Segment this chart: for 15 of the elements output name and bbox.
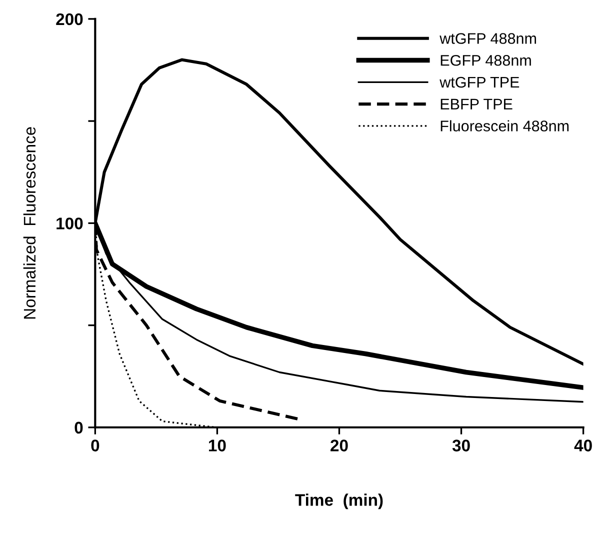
- legend-label: wtGFP TPE: [440, 76, 520, 88]
- legend-label: wtGFP 488nm: [440, 33, 536, 44]
- x-tick-label: 30: [452, 440, 470, 452]
- y-tick-label: 100: [56, 218, 83, 230]
- x-tick-label: 0: [91, 440, 100, 452]
- y-tick-label: 200: [56, 13, 83, 26]
- y-tick-label: 0: [74, 422, 83, 434]
- x-tick-label: 20: [330, 440, 348, 452]
- x-tick-label: 40: [574, 440, 592, 452]
- legend-label: EGFP 488nm: [440, 54, 531, 66]
- legend-label: EBFP TPE: [440, 98, 512, 110]
- x-axis-title: Time (min): [295, 494, 383, 510]
- y-axis-title: Normalized Fluorescence: [23, 127, 36, 319]
- x-tick-label: 10: [208, 440, 226, 452]
- legend-label: Fluorescein 488nm: [440, 120, 569, 132]
